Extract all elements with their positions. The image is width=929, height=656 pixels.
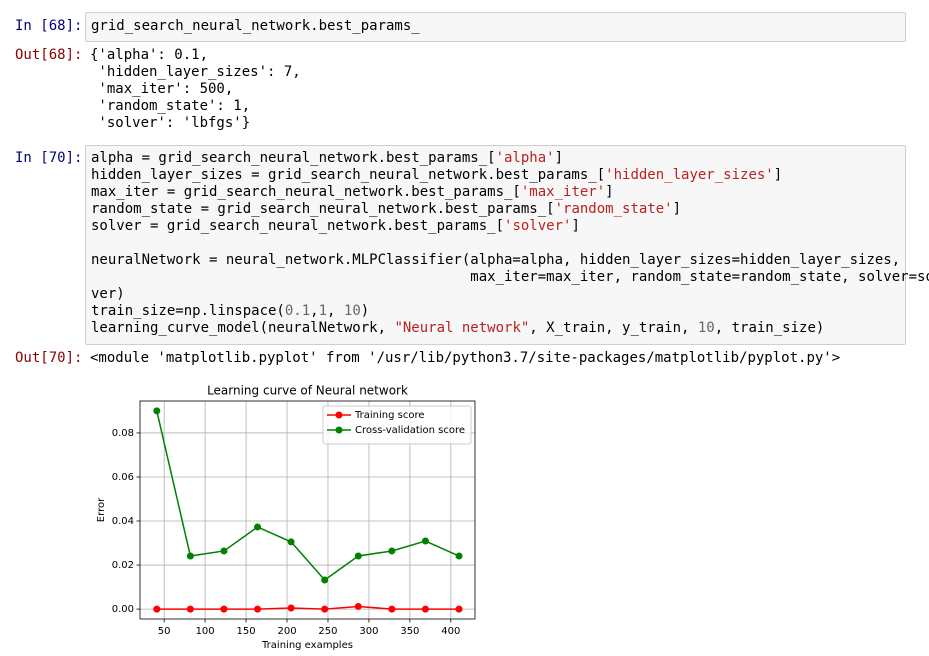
legend-box	[322, 405, 472, 445]
data-point	[153, 605, 161, 613]
code-line: grid_search_neural_network.best_params_	[91, 18, 420, 34]
data-point	[220, 547, 228, 555]
data-point	[254, 523, 262, 531]
code-line: hidden_layer_sizes = grid_search_neural_…	[91, 167, 783, 183]
data-point	[388, 547, 396, 555]
x-tick-label: 300	[359, 626, 378, 637]
code-line: max_iter = grid_search_neural_network.be…	[91, 184, 614, 200]
output-line: 'hidden_layer_sizes': 7,	[90, 64, 301, 80]
x-tick-label: 400	[441, 626, 460, 637]
data-point	[220, 605, 228, 613]
code-line: ver)	[91, 286, 125, 302]
data-point	[354, 602, 362, 610]
output-line: 'solver': 'lbfgs'}	[90, 115, 251, 131]
out-prompt: Out[70]:	[15, 350, 83, 366]
y-tick-label: 0.00	[112, 604, 134, 615]
x-tick-label: 100	[196, 626, 215, 637]
data-point	[186, 552, 194, 560]
legend: Training score Cross-validation score	[322, 405, 472, 445]
x-tick-label: 250	[318, 626, 337, 637]
data-point	[455, 552, 463, 560]
y-tick-label: 0.08	[112, 428, 134, 439]
chart: Learning curve of Neural network 50 100 150…	[96, 384, 476, 651]
data-point	[186, 605, 194, 613]
code-line: alpha = grid_search_neural_network.best_…	[91, 150, 564, 166]
data-point	[254, 605, 262, 613]
data-point	[354, 552, 362, 560]
code-line: learning_curve_model(neuralNetwork, "Neu…	[91, 320, 825, 336]
legend-label: Training score	[354, 410, 425, 421]
series-line	[156, 605, 460, 610]
data-point	[287, 604, 295, 612]
output-line: <module 'matplotlib.pyplot' from '/usr/l…	[90, 350, 841, 366]
code-cell[interactable]	[85, 145, 906, 345]
y-axis-label: Error	[96, 497, 107, 522]
data-point	[321, 605, 329, 613]
in-prompt: In [70]:	[15, 150, 83, 166]
y-tick-label: 0.04	[112, 516, 134, 527]
y-tick-label: 0.06	[112, 472, 134, 483]
output-line: 'max_iter': 500,	[90, 81, 234, 97]
series-line	[156, 410, 460, 582]
code-line: neuralNetwork = neural_network.MLPClassi…	[91, 252, 901, 268]
x-tick-label: 200	[277, 626, 296, 637]
x-tick-label: 150	[237, 626, 256, 637]
code-line: random_state = grid_search_neural_networ…	[91, 201, 682, 217]
output-line: {'alpha': 0.1,	[90, 47, 209, 63]
out-prompt: Out[68]:	[15, 47, 83, 63]
y-tick-label: 0.02	[112, 560, 134, 571]
output-line: 'random_state': 1,	[90, 98, 251, 114]
data-point	[153, 407, 161, 415]
x-tick-label: 50	[158, 626, 171, 637]
data-point	[287, 538, 295, 546]
in-prompt: In [68]:	[15, 18, 83, 34]
data-point	[321, 576, 329, 584]
chart-title: Learning curve of Neural network	[207, 384, 408, 398]
data-point	[455, 605, 463, 613]
x-tick-label: 350	[400, 626, 419, 637]
code-cell[interactable]	[85, 12, 906, 42]
code-line: max_iter=max_iter, random_state=random_s…	[91, 269, 929, 285]
data-point	[388, 605, 396, 613]
data-point	[421, 537, 429, 545]
code-line: train_size=np.linspace(0.1,1, 10)	[91, 303, 370, 319]
plot-frame	[139, 400, 476, 620]
data-point	[421, 605, 429, 613]
legend-label: Cross-validation score	[355, 425, 465, 436]
legend-marker	[335, 426, 343, 434]
x-axis-label: Training examples	[261, 640, 353, 651]
code-line: solver = grid_search_neural_network.best…	[91, 218, 580, 234]
legend-marker	[335, 411, 343, 419]
